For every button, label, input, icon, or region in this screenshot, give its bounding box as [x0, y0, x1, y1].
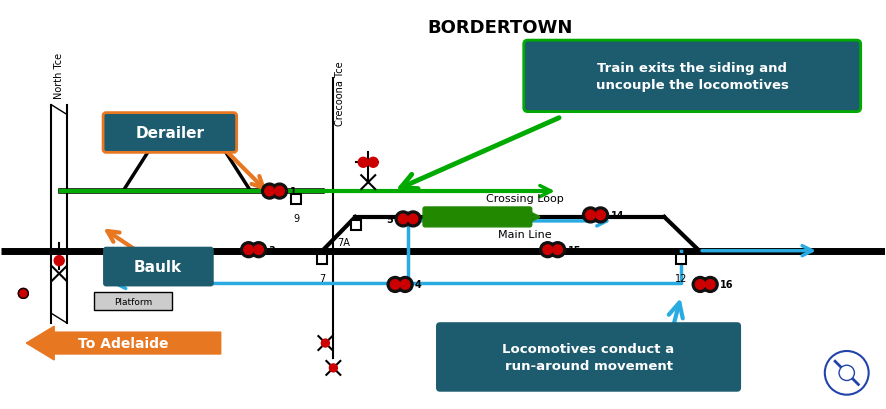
- FancyBboxPatch shape: [103, 113, 237, 153]
- Text: Baulk: Baulk: [134, 259, 182, 274]
- Circle shape: [703, 277, 719, 293]
- Circle shape: [358, 158, 369, 168]
- Circle shape: [400, 280, 410, 290]
- Text: 4: 4: [415, 280, 422, 290]
- Text: Siding: Siding: [174, 257, 208, 267]
- Circle shape: [593, 207, 609, 223]
- Text: 5: 5: [386, 214, 393, 225]
- Circle shape: [586, 211, 595, 220]
- Text: 9: 9: [293, 213, 299, 223]
- Circle shape: [595, 211, 605, 220]
- FancyBboxPatch shape: [103, 247, 214, 287]
- FancyBboxPatch shape: [524, 41, 860, 112]
- Circle shape: [54, 256, 64, 266]
- Text: Main Line: Main Line: [498, 229, 552, 239]
- FancyArrow shape: [27, 326, 221, 360]
- Circle shape: [705, 280, 715, 290]
- Text: BORDERTOWN: BORDERTOWN: [427, 19, 572, 37]
- Text: North Tce: North Tce: [54, 53, 64, 99]
- Circle shape: [241, 242, 257, 258]
- Text: Crossing Loop: Crossing Loop: [486, 193, 563, 204]
- Bar: [94, 293, 172, 310]
- Text: 1: 1: [290, 187, 296, 197]
- Circle shape: [387, 277, 403, 293]
- Circle shape: [839, 365, 854, 380]
- Text: Locomotives conduct a
run-around movement: Locomotives conduct a run-around movemen…: [502, 342, 674, 372]
- Circle shape: [549, 242, 565, 258]
- Circle shape: [275, 187, 284, 196]
- Circle shape: [261, 184, 277, 200]
- FancyBboxPatch shape: [436, 322, 741, 392]
- Bar: [291, 195, 301, 204]
- Text: Platform: Platform: [113, 297, 152, 306]
- Circle shape: [553, 245, 563, 255]
- Bar: [317, 254, 327, 264]
- Circle shape: [244, 245, 253, 255]
- Bar: [351, 220, 361, 230]
- Text: 3: 3: [268, 245, 276, 255]
- Circle shape: [583, 207, 599, 223]
- Circle shape: [271, 184, 287, 200]
- Circle shape: [397, 277, 413, 293]
- Circle shape: [540, 242, 556, 258]
- Text: 7A: 7A: [338, 237, 350, 247]
- Text: Train exits the siding and
uncouple the locomotives: Train exits the siding and uncouple the …: [595, 62, 789, 92]
- Circle shape: [330, 364, 338, 372]
- Circle shape: [696, 280, 705, 290]
- Circle shape: [251, 242, 267, 258]
- Circle shape: [395, 211, 411, 227]
- Circle shape: [692, 277, 708, 293]
- Text: To Adelaide: To Adelaide: [78, 336, 168, 350]
- Circle shape: [322, 339, 330, 347]
- Text: 16: 16: [720, 280, 734, 290]
- Circle shape: [399, 215, 408, 224]
- Circle shape: [408, 215, 418, 224]
- Text: Crecoona Tce: Crecoona Tce: [335, 61, 346, 125]
- Text: 7: 7: [319, 273, 325, 283]
- Circle shape: [405, 211, 421, 227]
- Circle shape: [253, 245, 263, 255]
- Circle shape: [265, 187, 275, 196]
- Text: Derailer: Derailer: [136, 126, 205, 141]
- Circle shape: [543, 245, 553, 255]
- Text: 15: 15: [568, 245, 581, 255]
- Bar: [676, 254, 687, 264]
- Text: 14: 14: [610, 210, 624, 220]
- FancyBboxPatch shape: [423, 207, 532, 227]
- Text: Silo Siding: Silo Siding: [161, 141, 212, 151]
- Text: 12: 12: [675, 273, 688, 283]
- Circle shape: [369, 158, 378, 168]
- Circle shape: [391, 280, 400, 290]
- Circle shape: [19, 289, 28, 299]
